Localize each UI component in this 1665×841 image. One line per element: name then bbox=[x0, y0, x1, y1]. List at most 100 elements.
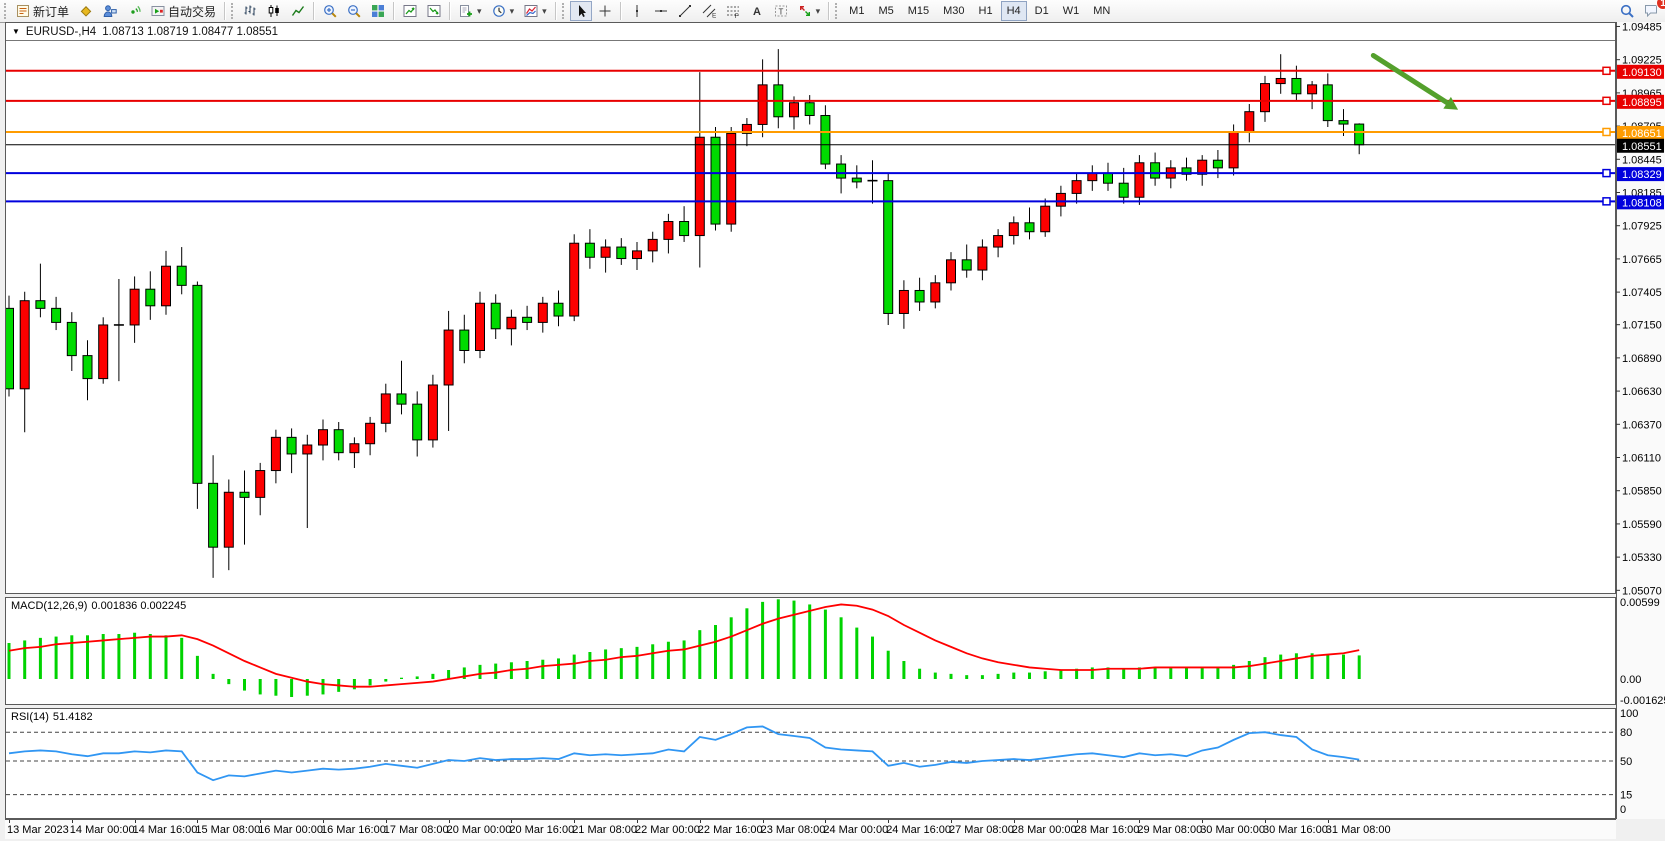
macd-histogram-bar bbox=[572, 654, 576, 679]
horizontal-level-line[interactable] bbox=[6, 197, 1615, 206]
periods-button[interactable] bbox=[488, 1, 519, 21]
crosshair-tool-button[interactable] bbox=[594, 1, 616, 21]
line-chart-button[interactable] bbox=[287, 1, 309, 21]
horizontal-level-line[interactable] bbox=[6, 66, 1615, 76]
bar-chart-button[interactable] bbox=[239, 1, 261, 21]
dropdown-caret-icon[interactable] bbox=[816, 6, 821, 17]
candle bbox=[302, 434, 313, 529]
zoom-out-button[interactable] bbox=[343, 1, 365, 21]
text-tool-button[interactable]: A bbox=[746, 1, 768, 21]
time-axis-label: 20 Mar 00:00 bbox=[446, 824, 512, 836]
time-axis-label: 28 Mar 00:00 bbox=[1011, 824, 1077, 836]
horizontal-level-line[interactable] bbox=[6, 168, 1615, 178]
templates-button[interactable] bbox=[520, 1, 551, 21]
time-tick bbox=[1327, 820, 1329, 823]
signals-button[interactable] bbox=[123, 1, 145, 21]
timeframe-m1[interactable]: M1 bbox=[843, 1, 870, 21]
candle bbox=[679, 206, 690, 242]
chart-title-bar: ▼ EURUSD-,H4 1.08713 1.08719 1.08477 1.0… bbox=[6, 23, 1615, 41]
macd-panel[interactable]: MACD(12,26,9) 0.001836 0.002245 bbox=[5, 597, 1616, 705]
time-axis-label: 16 Mar 00:00 bbox=[258, 824, 324, 836]
toolbar-grip[interactable] bbox=[4, 3, 8, 19]
cursor-tool-button[interactable] bbox=[569, 1, 592, 21]
rsi-chart[interactable] bbox=[6, 709, 1615, 818]
price-tick-label: 1.06890 bbox=[1622, 353, 1662, 365]
horizontal-line-tool-button[interactable] bbox=[650, 1, 672, 21]
timeframe-m15[interactable]: M15 bbox=[902, 1, 935, 21]
arrows-tool-button[interactable] bbox=[794, 1, 825, 21]
svg-text:1.08329: 1.08329 bbox=[1622, 169, 1662, 181]
timeframe-w1[interactable]: W1 bbox=[1057, 1, 1086, 21]
macd-histogram-bar bbox=[1153, 667, 1157, 679]
search-button[interactable] bbox=[1616, 1, 1638, 21]
new-order-label: 新订单 bbox=[33, 4, 70, 19]
time-tick bbox=[134, 820, 136, 823]
timeframe-m5[interactable]: M5 bbox=[872, 1, 899, 21]
trendline-tool-button[interactable] bbox=[674, 1, 696, 21]
horizontal-level-line[interactable] bbox=[6, 96, 1615, 106]
timeframe-mn[interactable]: MN bbox=[1087, 1, 1116, 21]
auto-trading-button[interactable]: 自动交易 bbox=[147, 1, 220, 21]
toolbar-separator bbox=[393, 2, 396, 20]
time-tick bbox=[1013, 820, 1015, 823]
tile-windows-button[interactable] bbox=[367, 1, 389, 21]
market-watch-button[interactable] bbox=[75, 1, 97, 21]
macd-histogram-bar bbox=[415, 676, 419, 679]
candle bbox=[600, 239, 611, 273]
candle bbox=[113, 278, 124, 382]
toolbar-grip[interactable] bbox=[835, 3, 839, 19]
zoom-in-button[interactable] bbox=[319, 1, 341, 21]
time-axis[interactable]: 13 Mar 2023 14 Mar 00:00 14 Mar 16:00 15 Ma… bbox=[5, 819, 1616, 839]
dropdown-caret-icon[interactable] bbox=[542, 6, 547, 17]
candle bbox=[663, 213, 674, 254]
price-line-label: 1.09130 bbox=[1617, 64, 1664, 79]
dropdown-caret-icon[interactable] bbox=[477, 6, 482, 17]
vertical-line-tool-button[interactable] bbox=[626, 1, 648, 21]
macd-histogram-bar bbox=[1075, 668, 1079, 679]
macd-histogram-bar bbox=[1263, 657, 1267, 679]
new-order-icon bbox=[16, 4, 30, 18]
candle bbox=[161, 250, 171, 315]
dropdown-caret-icon[interactable] bbox=[510, 6, 515, 17]
timeframe-d1[interactable]: D1 bbox=[1029, 1, 1055, 21]
fibonacci-tool-button[interactable]: F bbox=[722, 1, 744, 21]
timeframe-m30[interactable]: M30 bbox=[937, 1, 970, 21]
time-axis-label: 27 Mar 08:00 bbox=[949, 824, 1014, 836]
price-chart-panel[interactable]: ▼ EURUSD-,H4 1.08713 1.08719 1.08477 1.0… bbox=[4, 22, 1616, 594]
terminal-button[interactable] bbox=[99, 1, 121, 21]
rsi-axis-label: 80 bbox=[1620, 727, 1632, 739]
chart-symbol-title: EURUSD-,H4 bbox=[25, 25, 97, 38]
macd-histogram-bar bbox=[635, 646, 639, 679]
annotation-arrow[interactable] bbox=[1370, 52, 1459, 110]
toolbar-grip[interactable] bbox=[231, 3, 235, 19]
channel-tool-button[interactable]: E bbox=[698, 1, 720, 21]
text-label-tool-button[interactable]: T bbox=[770, 1, 792, 21]
time-tick bbox=[511, 820, 513, 823]
candlestick-chart[interactable] bbox=[4, 41, 1615, 593]
new-order-button[interactable]: 新订单 bbox=[12, 1, 73, 21]
macd-chart[interactable] bbox=[6, 598, 1615, 704]
macd-histogram-bar bbox=[714, 625, 717, 679]
svg-text:1.08651: 1.08651 bbox=[1622, 128, 1662, 140]
candle bbox=[208, 455, 219, 578]
price-axis[interactable]: 1.094851.092251.089651.087051.084451.081… bbox=[1616, 21, 1665, 819]
macd-histogram-bar bbox=[949, 673, 953, 679]
auto-scroll-button[interactable] bbox=[399, 1, 421, 21]
timeframe-h1[interactable]: H1 bbox=[973, 1, 999, 21]
rsi-panel[interactable]: RSI(14) 51.4182 bbox=[5, 708, 1616, 819]
timeframe-h4[interactable]: H4 bbox=[1000, 1, 1027, 21]
chart-collapse-icon[interactable]: ▼ bbox=[12, 27, 20, 36]
candle bbox=[773, 49, 784, 129]
toolbar-grip[interactable] bbox=[561, 3, 566, 19]
macd-histogram-bar bbox=[1043, 671, 1047, 679]
price-tick-label: 1.05850 bbox=[1622, 486, 1662, 498]
add-indicator-button[interactable] bbox=[455, 1, 486, 21]
macd-axis-label: -0.001625 bbox=[1620, 695, 1665, 707]
candle bbox=[443, 310, 454, 431]
chart-shift-button[interactable] bbox=[423, 1, 445, 21]
macd-histogram-bar bbox=[54, 636, 58, 679]
horizontal-level-line[interactable] bbox=[6, 127, 1615, 137]
macd-signal-line bbox=[8, 603, 1360, 688]
candlestick-chart-button[interactable] bbox=[263, 1, 285, 21]
candle bbox=[914, 277, 925, 311]
